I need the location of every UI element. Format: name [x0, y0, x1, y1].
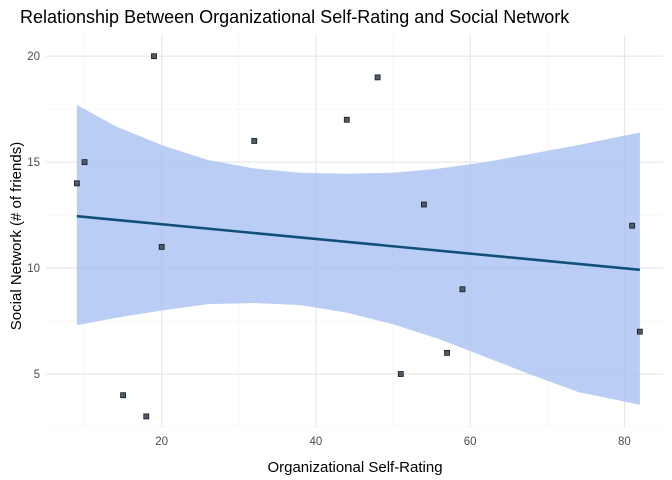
- data-point: [120, 392, 127, 399]
- data-point: [374, 74, 381, 81]
- data-point: [151, 53, 157, 60]
- y-tick-label: 20: [27, 51, 40, 63]
- data-point: [158, 243, 165, 250]
- data-point: [397, 371, 404, 377]
- data-point: [251, 138, 258, 144]
- regression-line: [76, 214, 640, 272]
- chart-title: Relationship Between Organizational Self…: [20, 7, 570, 27]
- data-point: [636, 328, 643, 335]
- x-axis-title: Organizational Self-Rating: [267, 459, 442, 476]
- data-point: [444, 349, 450, 356]
- confidence-band: [76, 104, 640, 405]
- y-tick-labels: 5 10 15 20: [27, 51, 40, 381]
- y-axis-title: Social Network (# of friends): [8, 142, 25, 330]
- data-point: [629, 222, 636, 229]
- data-point: [81, 159, 88, 166]
- x-tick-labels: 20 40 60 80: [155, 436, 631, 448]
- y-tick-label: 10: [27, 263, 40, 275]
- points-layer: [73, 53, 643, 420]
- confidence-band-layer: [76, 104, 640, 405]
- x-tick-label: 60: [464, 436, 477, 448]
- y-tick-label: 15: [27, 157, 40, 169]
- data-point: [343, 116, 350, 123]
- y-tick-label: 5: [34, 369, 40, 381]
- x-tick-label: 80: [618, 436, 631, 448]
- data-point: [73, 180, 80, 187]
- x-tick-label: 40: [310, 436, 323, 448]
- data-point: [143, 413, 150, 420]
- fit-line-layer: [76, 214, 640, 272]
- data-point: [421, 201, 427, 208]
- data-point: [459, 286, 466, 293]
- x-tick-label: 20: [155, 436, 168, 448]
